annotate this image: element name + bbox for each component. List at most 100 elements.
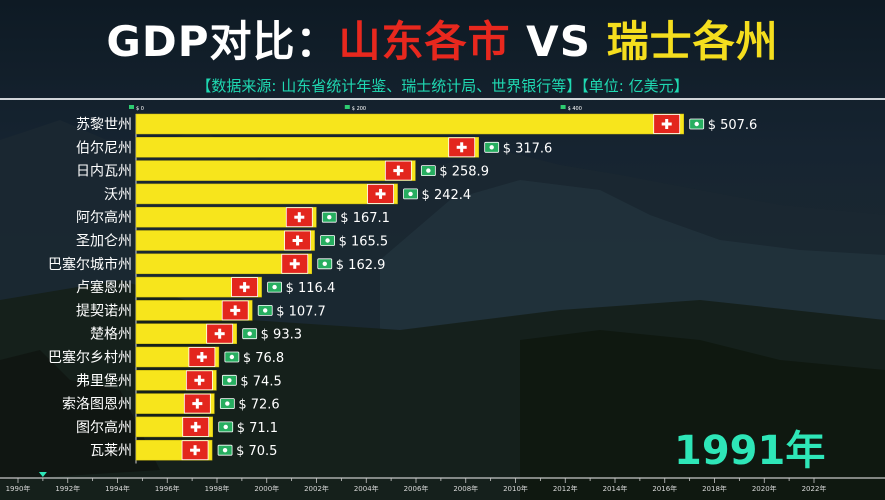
timeline-label: 2000年 [254, 484, 279, 493]
money-icon-coin [272, 284, 277, 290]
timeline-marker[interactable] [38, 472, 47, 477]
money-icon-coin [408, 191, 413, 197]
value-label: $ 162.9 [336, 258, 386, 273]
value-label: $ 116.4 [286, 281, 336, 296]
axis-tick-label: $ 0 [136, 106, 144, 112]
bar-chart: $ 0 $ 200 $ 400 苏黎世州 $ 507.6 伯尔尼州 $ 317.6 日内瓦州 $… [0, 105, 885, 493]
value-label: $ 258.9 [439, 165, 489, 180]
timeline-label: 2020年 [752, 484, 777, 493]
flag-cross-horizontal [192, 402, 203, 406]
flag-cross-horizontal [294, 215, 305, 219]
value-label: $ 317.6 [503, 141, 553, 156]
flag-cross-horizontal [239, 285, 250, 289]
flag-cross-horizontal [214, 332, 225, 336]
timeline-label: 1994年 [105, 484, 130, 493]
timeline-label: 1992年 [55, 484, 80, 493]
axis-tick-icon [560, 105, 566, 109]
flag-cross-horizontal [393, 169, 404, 173]
bar [135, 113, 684, 135]
money-icon-coin [229, 354, 235, 360]
money-icon-coin [223, 424, 228, 430]
value-label: $ 76.8 [243, 351, 284, 366]
bar [135, 183, 398, 205]
category-label: 巴塞尔乡村州 [48, 349, 132, 366]
money-icon-coin [325, 238, 330, 243]
category-label: 楚格州 [90, 327, 132, 343]
flag-cross-horizontal [375, 192, 386, 196]
value-label: $ 507.6 [708, 118, 758, 133]
title-shandong: 山东各市 [338, 17, 511, 66]
bar [135, 253, 313, 275]
money-icon-coin [227, 378, 232, 383]
value-label: $ 70.5 [236, 444, 277, 459]
current-year-label: 1991年 [674, 428, 826, 474]
category-label: 伯尔尼州 [76, 140, 132, 156]
timeline-label: 2010年 [503, 484, 528, 493]
category-label: 苏黎世州 [76, 117, 132, 133]
flag-cross-horizontal [456, 145, 467, 149]
bar [135, 137, 479, 158]
category-label: 日内瓦州 [76, 164, 132, 180]
title-prefix: GDP对比： [106, 17, 339, 66]
timeline-label: 2012年 [553, 484, 578, 493]
category-label: 阿尔高州 [76, 209, 132, 226]
data-source-subtitle: 【数据来源: 山东省统计年鉴、瑞士统计局、世界银行等】【单位: 亿美元】 [196, 77, 689, 95]
flag-cross-horizontal [661, 122, 672, 126]
category-label: 图尔高州 [76, 419, 132, 436]
flag-cross-horizontal [289, 262, 300, 266]
money-icon-coin [225, 401, 230, 406]
bar [135, 206, 317, 228]
timeline-label: 2006年 [404, 484, 429, 493]
bar [135, 230, 315, 251]
money-icon-coin [489, 145, 494, 150]
money-icon-coin [322, 261, 327, 266]
timeline-label: 1990年 [6, 484, 31, 493]
title-vs: VS [510, 17, 607, 66]
timeline-label: 2014年 [603, 484, 628, 493]
category-label: 圣加仑州 [76, 234, 132, 250]
axis-tick-label: $ 400 [568, 106, 582, 112]
category-label: 瓦莱州 [90, 443, 132, 459]
money-icon-coin [694, 121, 699, 127]
flag-cross-horizontal [292, 239, 303, 242]
axis-tick-icon [129, 105, 134, 109]
timeline-label: 1996年 [155, 484, 180, 493]
timeline-label: 2008年 [453, 484, 478, 493]
value-label: $ 74.5 [240, 374, 281, 389]
bar [135, 276, 262, 298]
axis-tick-icon [344, 105, 350, 109]
money-icon-coin [222, 448, 228, 453]
category-label: 沃州 [104, 187, 132, 203]
money-icon-coin [327, 215, 332, 220]
category-label: 弗里堡州 [76, 373, 132, 389]
value-label: $ 71.1 [237, 421, 278, 436]
flag-cross-horizontal [196, 355, 207, 359]
axis-tick-label: $ 200 [352, 106, 366, 112]
timeline-label: 2002年 [304, 484, 329, 493]
flag-cross-horizontal [190, 425, 201, 429]
page-title: GDP对比：山东各市 VS 瑞士各州 [0, 14, 885, 70]
category-label: 卢塞恩州 [76, 279, 132, 296]
value-label: $ 167.1 [340, 211, 390, 226]
category-label: 索洛图恩州 [62, 396, 132, 413]
timeline-label: 2022年 [802, 484, 827, 493]
money-icon-coin [263, 308, 268, 313]
category-label: 提契诺州 [76, 303, 132, 319]
value-label: $ 93.3 [261, 328, 302, 343]
money-icon-coin [247, 331, 252, 336]
value-label: $ 107.7 [276, 304, 326, 319]
bar [135, 160, 416, 181]
timeline-label: 2018年 [702, 484, 727, 493]
flag-cross-horizontal [230, 308, 241, 312]
value-label: $ 242.4 [422, 188, 472, 203]
title-switzerland: 瑞士各州 [606, 17, 779, 66]
flag-cross-horizontal [194, 378, 205, 382]
title-divider [0, 98, 885, 100]
timeline-label: 2016年 [652, 484, 677, 493]
money-icon-coin [426, 168, 431, 173]
timeline-label: 1998年 [205, 484, 230, 493]
value-label: $ 72.6 [238, 398, 279, 413]
category-label: 巴塞尔城市州 [48, 256, 132, 273]
timeline-label: 2004年 [354, 484, 379, 493]
value-label: $ 165.5 [339, 235, 389, 250]
